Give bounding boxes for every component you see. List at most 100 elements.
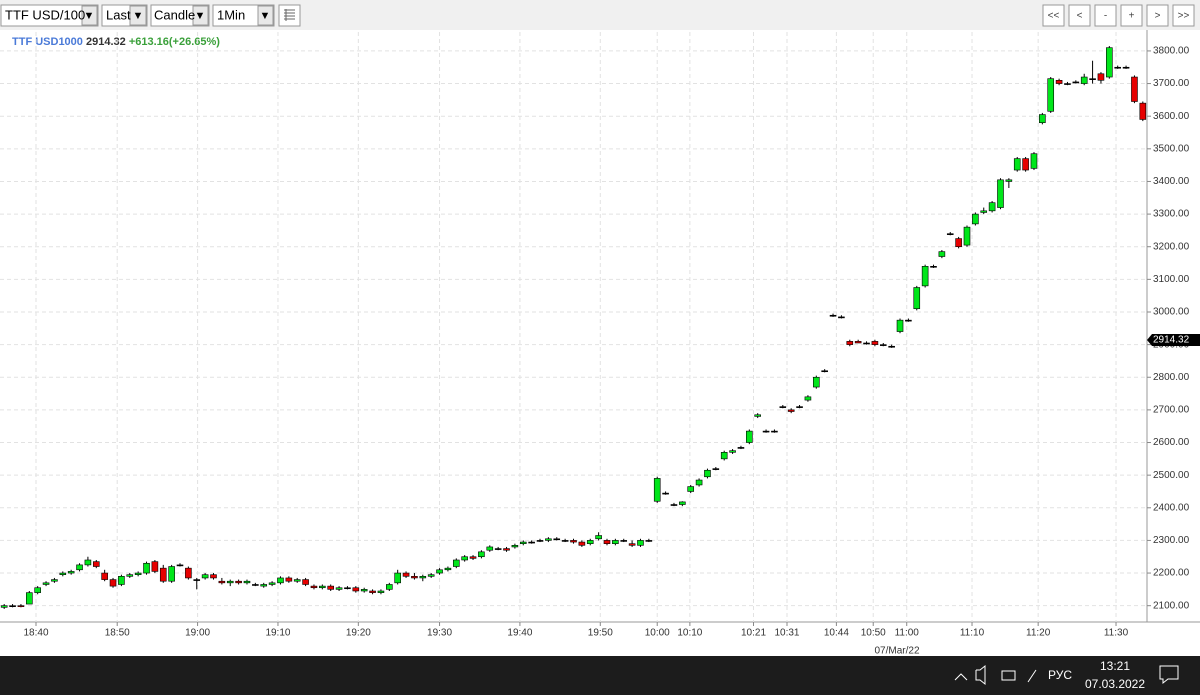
symbol-select[interactable]: TTF USD/100▼ (0, 4, 99, 27)
language[interactable]: РУС (1048, 668, 1072, 682)
arrow: ▼ (195, 10, 206, 22)
candle-body (17, 605, 25, 607)
nav-button[interactable] (1068, 4, 1091, 27)
candle-body (1047, 78, 1055, 112)
candle-body (377, 590, 385, 593)
select-text: TTF USD/100 (5, 7, 85, 22)
date-label: 07/Mar/22 (874, 646, 919, 657)
x-tick-label: 10:21 (741, 628, 766, 639)
candle-body (503, 548, 510, 551)
candle-body (1030, 153, 1038, 169)
candle-body (427, 574, 435, 577)
candle-body (645, 540, 653, 542)
nav-button-label: < (1077, 11, 1083, 22)
candle-body (729, 450, 736, 453)
candle-body (570, 540, 577, 543)
candle-body (720, 452, 728, 460)
candle-body (1055, 79, 1063, 84)
candle-body (478, 551, 485, 558)
x-tick-label: 10:44 (824, 628, 849, 639)
candle-body (335, 587, 343, 590)
candle-body (344, 587, 351, 590)
candle-body (126, 574, 134, 577)
notifications[interactable] (1159, 665, 1179, 685)
candle-body (628, 543, 636, 546)
x-tick-label: 18:40 (23, 628, 48, 639)
clock-time[interactable]: 13:21 (1100, 659, 1130, 673)
candle-body (26, 592, 33, 605)
nav-button[interactable] (1172, 4, 1195, 27)
candle-body (302, 579, 309, 585)
x-tick-label: 19:10 (265, 628, 290, 639)
candle-body (34, 587, 41, 593)
nav-button[interactable] (1146, 4, 1169, 27)
interval-select[interactable]: 1Min ▼ (212, 4, 275, 27)
candle-body (210, 574, 217, 579)
candle-body (1022, 158, 1029, 171)
candle-body (829, 314, 837, 317)
tray-icons[interactable] (954, 664, 1037, 686)
candle-body (201, 574, 209, 579)
candle-body (896, 319, 904, 332)
price-select[interactable]: Last ▼ (101, 4, 148, 27)
candle-body (553, 538, 561, 541)
y-tick-label: 2100.00 (1153, 600, 1190, 611)
last-price-label: 2914.32 (1153, 335, 1190, 346)
taskbar (0, 656, 1200, 695)
nav-button[interactable] (1042, 4, 1065, 27)
candle-body (921, 266, 929, 287)
candle-body (42, 582, 50, 585)
candle-body (812, 376, 820, 388)
candle-body (879, 344, 887, 346)
nav-button-label: > (1155, 11, 1161, 22)
candle-body (519, 541, 527, 544)
candle-body (737, 447, 745, 449)
y-tick-label: 2600.00 (1153, 437, 1190, 448)
y-tick-label: 2400.00 (1153, 502, 1190, 513)
candle-body (905, 319, 912, 322)
candle-body (369, 590, 376, 593)
candle-body (452, 559, 460, 567)
candle-body (754, 414, 761, 417)
candle-body (679, 501, 686, 505)
y-tick-label: 2300.00 (1153, 535, 1190, 546)
candle-body (1139, 102, 1147, 120)
y-tick-label: 3700.00 (1153, 78, 1190, 89)
clock-date[interactable]: 07.03.2022 (1085, 677, 1145, 691)
candle-body (92, 561, 100, 567)
nav-button[interactable] (1120, 4, 1143, 27)
last-price-marker (1147, 333, 1200, 346)
candle-body (846, 341, 854, 345)
candle-body (771, 430, 778, 433)
x-tick-label: 19:20 (346, 628, 371, 639)
y-tick-label: 2800.00 (1153, 372, 1190, 383)
candle-body (411, 576, 418, 579)
candle-body (319, 585, 326, 589)
candle-body (695, 479, 703, 486)
candle-body (586, 540, 594, 544)
candle-body (1080, 76, 1088, 84)
candle-body (1114, 66, 1121, 69)
candle-body (578, 541, 586, 546)
select-text: Last (106, 7, 131, 22)
candle-body (603, 540, 611, 544)
candle-body (402, 572, 410, 577)
candle-body (235, 580, 242, 584)
candle-body (218, 580, 226, 584)
candle-body (109, 579, 117, 587)
candle-body (871, 341, 879, 345)
candle-body (168, 566, 175, 582)
candle-body (1064, 83, 1071, 85)
candle-body (779, 406, 787, 408)
style-select[interactable]: Candle ▼ (150, 4, 210, 27)
candle-body (620, 540, 628, 542)
nav-button[interactable] (1094, 4, 1117, 27)
candle-body (444, 567, 452, 571)
y-tick-label: 3400.00 (1153, 176, 1190, 187)
y-tick-label: 3000.00 (1153, 307, 1190, 318)
y-tick-label: 3800.00 (1153, 46, 1190, 57)
candle-body (595, 535, 602, 540)
candle-body (9, 605, 16, 607)
grid-button[interactable] (278, 4, 301, 27)
candle-body (528, 541, 535, 544)
